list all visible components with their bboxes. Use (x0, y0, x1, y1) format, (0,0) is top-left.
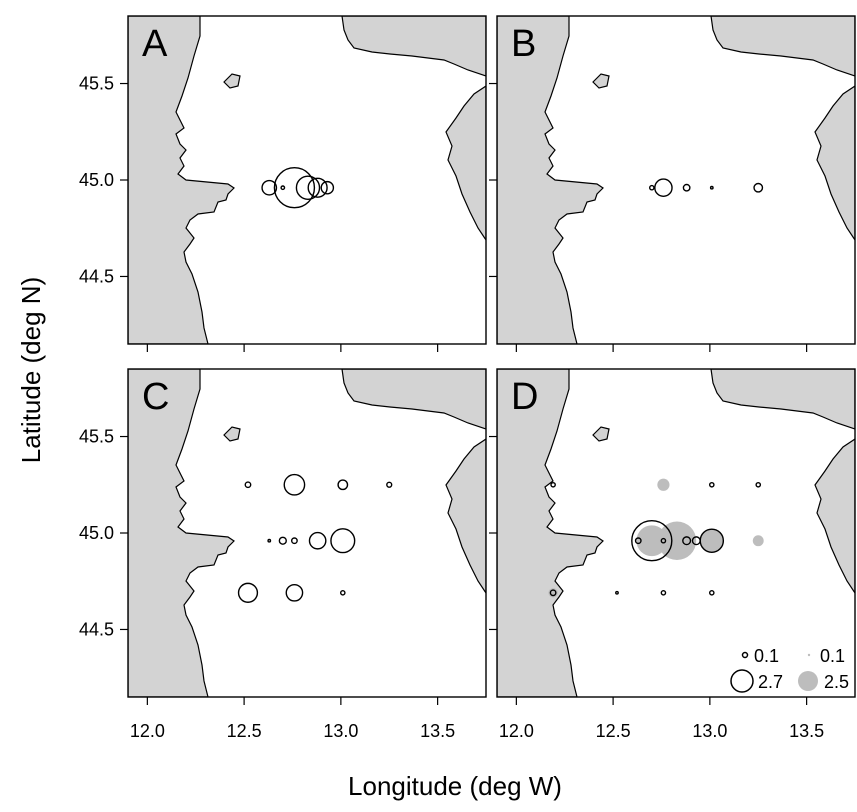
open-bubble (549, 589, 557, 597)
land-island (223, 73, 241, 89)
open-bubble (285, 583, 304, 602)
open-bubble (682, 536, 692, 546)
panel-c: C 12.0 12.5 13.0 13.5 44.5 45.0 45.5 (79, 368, 487, 741)
open-bubble (283, 473, 306, 496)
open-bubble (337, 479, 349, 491)
open-bubble (649, 184, 655, 191)
open-bubble (278, 536, 287, 545)
x-tick-label: 13.0 (323, 721, 358, 741)
open-bubble (699, 528, 725, 553)
y-tick-label: 45.0 (79, 170, 114, 190)
panel-label: D (511, 376, 538, 418)
open-bubble (295, 175, 321, 200)
open-bubble (709, 185, 714, 190)
open-bubble (755, 481, 762, 488)
open-bubble (280, 185, 286, 191)
x-axis-title: Longitude (deg W) (348, 771, 562, 801)
open-bubble (708, 590, 715, 596)
open-bubble (660, 537, 667, 544)
map-layer (128, 369, 486, 697)
panel-d: D 12.0 12.5 13.0 13.5 0.1 0.1 2.7 2.5 (489, 368, 856, 741)
x-tick-label: 13.5 (420, 721, 455, 741)
filled-bubble (657, 521, 697, 560)
open-bubble (550, 481, 556, 488)
y-tick-label: 45.5 (79, 427, 114, 447)
legend-label: 0.1 (754, 646, 779, 666)
x-tick-label: 12.0 (499, 721, 534, 741)
land-west (497, 16, 604, 344)
open-bubble (753, 182, 764, 193)
open-bubble (631, 520, 673, 562)
panel-label: B (511, 23, 536, 65)
y-tick-label: 44.5 (79, 619, 114, 639)
y-axis-title: Latitude (deg N) (16, 277, 46, 463)
open-bubble (615, 590, 619, 595)
panel-b: B (489, 15, 856, 352)
panel-label: C (142, 376, 169, 418)
open-bubble (307, 177, 328, 198)
open-bubble (708, 481, 715, 488)
x-tick-label: 13.0 (692, 721, 727, 741)
filled-bubble (657, 478, 670, 491)
land-east (445, 438, 486, 595)
open-bubble (339, 590, 346, 596)
land-northeast (341, 16, 486, 77)
open-bubble (386, 481, 393, 488)
legend-marker (730, 669, 754, 693)
land-northeast (710, 16, 855, 77)
land-island (592, 73, 610, 89)
legend-label: 0.1 (820, 646, 845, 666)
y-tick-label: 45.5 (79, 74, 114, 94)
open-bubble (244, 481, 252, 489)
land-east (445, 85, 486, 242)
x-tick-label: 12.0 (130, 721, 165, 741)
land-east (814, 85, 855, 242)
y-tick-label: 45.0 (79, 523, 114, 543)
open-bubble (660, 590, 667, 596)
land-island (592, 426, 610, 442)
open-bubble (267, 538, 272, 543)
open-bubble (290, 537, 298, 545)
y-tick-label: 44.5 (79, 266, 114, 286)
legend-label: 2.7 (758, 672, 783, 692)
land-northeast (341, 369, 486, 430)
open-bubble (634, 537, 642, 545)
land-northeast (710, 369, 855, 430)
open-bubble (682, 183, 691, 192)
panel-label: A (142, 23, 168, 65)
filled-bubble (700, 529, 724, 553)
legend-label: 2.5 (824, 672, 849, 692)
open-bubble (330, 528, 356, 554)
open-bubble (308, 531, 327, 550)
land-west (497, 369, 604, 697)
open-bubble (320, 180, 335, 195)
land-west (128, 16, 235, 344)
x-tick-label: 13.5 (789, 721, 824, 741)
land-east (814, 438, 855, 595)
map-layer (497, 16, 855, 344)
land-island (223, 426, 241, 442)
open-bubble (237, 582, 259, 603)
open-bubble (261, 179, 278, 196)
land-west (128, 369, 235, 697)
legend-marker (807, 653, 811, 657)
x-tick-label: 12.5 (596, 721, 631, 741)
open-bubble (273, 167, 316, 209)
legend-marker (741, 651, 749, 659)
panel-a: A 44.5 45.0 45.5 (79, 15, 487, 352)
map-layer (128, 16, 486, 344)
legend: 0.1 0.1 2.7 2.5 (730, 646, 849, 693)
legend-marker (798, 671, 818, 691)
open-bubble (654, 178, 673, 198)
x-tick-label: 12.5 (227, 721, 262, 741)
filled-bubble (752, 535, 764, 547)
